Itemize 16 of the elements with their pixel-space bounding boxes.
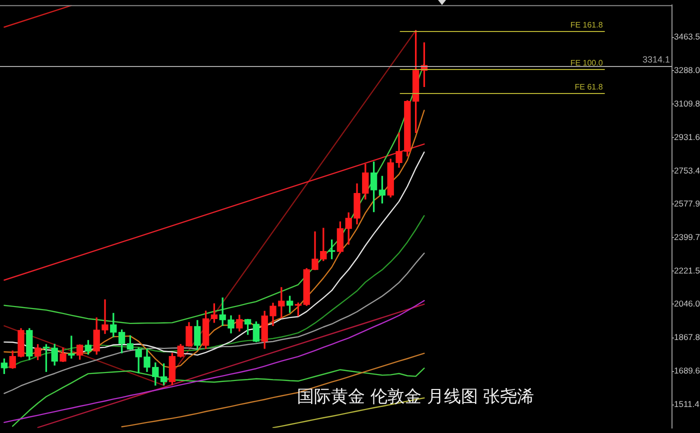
y-tick-label: 1689.6 (674, 366, 700, 376)
y-tick-label: 2931.6 (674, 132, 700, 142)
y-tick-label: 1867.8 (674, 332, 700, 342)
y-tick-label: 3463.5 (674, 32, 700, 42)
y-tick-label: 1511.4 (674, 399, 700, 410)
y-tick-label: 2577.9 (674, 198, 700, 208)
ref-line-label: FE 100.0 (570, 58, 604, 68)
y-tick-label: 2046.0 (674, 298, 700, 309)
y-tick-label: 2399.7 (674, 232, 700, 242)
y-tick-label: 2753.4 (674, 165, 700, 176)
ref-line-label: FE 161.8 (570, 20, 604, 30)
y-tick-label: 3288.0 (674, 64, 700, 75)
ref-line-label: FE 61.8 (574, 82, 604, 92)
y-tick-label: 3109.8 (674, 98, 700, 108)
ref-line-label: 3314.1 (642, 54, 670, 64)
y-tick-label: 2221.5 (674, 266, 700, 276)
